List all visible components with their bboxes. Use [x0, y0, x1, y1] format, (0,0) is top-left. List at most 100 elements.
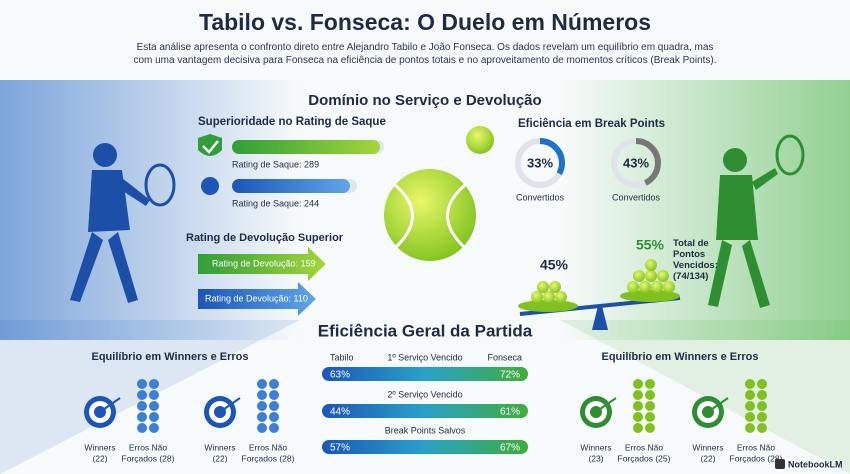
ball-stack — [645, 390, 655, 400]
bp-value: 33% — [527, 155, 553, 170]
errors-count: Forçados (28) — [242, 453, 295, 463]
ball-stack — [137, 379, 147, 389]
bp-label: Convertidos — [612, 192, 661, 202]
ball-stack — [257, 390, 267, 400]
ball-stack — [269, 412, 279, 422]
bp-label: Convertidos — [516, 192, 565, 202]
total-left: 45% — [540, 257, 569, 273]
brand-icon — [775, 459, 785, 469]
ring — [515, 138, 565, 188]
total-right: 55% — [636, 237, 665, 253]
intro: Esta análise apresenta o confronto diret… — [133, 42, 717, 66]
bp-value: 43% — [623, 155, 649, 170]
efficiency-rows: 1º Serviço Vencido 63% 72% 2º Serviço Venci… — [322, 352, 528, 454]
winners-label: Winners — [204, 442, 235, 452]
winners-label: Winners — [580, 442, 611, 452]
row-right: 72% — [500, 370, 520, 381]
ball-stack — [745, 379, 755, 389]
title: Tabilo vs. Fonseca: O Duelo em Números — [199, 9, 651, 35]
arrow-icon — [99, 397, 121, 413]
section-title: Domínio no Serviço e Devolução — [308, 92, 541, 109]
ball-stack — [645, 401, 655, 411]
row-right: 61% — [500, 407, 520, 418]
row-label: Break Points Salvos — [385, 425, 466, 435]
split-bar — [322, 440, 528, 454]
ball-stack — [257, 401, 267, 411]
shield-icon — [198, 134, 222, 156]
winners-title: Equilíbrio em Winners e Erros — [602, 351, 759, 363]
serve-bar — [232, 179, 350, 193]
ball-stack — [745, 401, 755, 411]
arrow-icon — [219, 397, 241, 413]
row-right: 67% — [500, 443, 520, 454]
ball-seam — [393, 183, 467, 250]
ball-stack — [269, 401, 279, 411]
return-label: Rating de Devolução: 110 — [205, 293, 308, 303]
ball-stack — [149, 412, 159, 422]
player-left: Tabilo — [330, 352, 354, 362]
player-left — [70, 143, 176, 303]
ball-stack — [633, 401, 643, 411]
errors-label: Erros Não — [625, 442, 664, 452]
section-title: Eficiência Geral da Partida — [318, 321, 533, 340]
ball-stack — [257, 423, 267, 433]
ball-stack — [149, 401, 159, 411]
ball-stack — [645, 423, 655, 433]
bp-title: Eficiência em Break Points — [518, 118, 665, 130]
split-bar — [322, 367, 528, 381]
winners-label: Winners — [692, 442, 723, 452]
tennis-ball — [384, 169, 476, 261]
winners-count: (22) — [92, 453, 107, 463]
ball-stack — [633, 423, 643, 433]
split-bar — [322, 404, 528, 418]
serve-label: Rating de Saque: 244 — [232, 198, 319, 208]
arrow-icon — [595, 397, 617, 413]
player-right: Fonseca — [487, 352, 522, 362]
ball-stack — [757, 423, 767, 433]
ball-stack — [645, 412, 655, 422]
ball-stack — [745, 412, 755, 422]
errors-label: Erros Não — [737, 442, 776, 452]
serve-title: Superioridade no Rating de Saque — [198, 116, 386, 128]
ball-stack — [645, 379, 655, 389]
scale — [518, 259, 681, 330]
ball-stack — [257, 379, 267, 389]
ball-stack — [757, 412, 767, 422]
player-right — [708, 134, 805, 308]
ring — [611, 138, 661, 188]
winners-count: (23) — [588, 453, 603, 463]
serve-label: Rating de Saque: 289 — [232, 159, 319, 169]
errors-label: Erros Não — [249, 442, 288, 452]
arrow-icon — [707, 397, 729, 413]
ball-stack — [269, 379, 279, 389]
errors-count: Forçados (25) — [618, 453, 671, 463]
ball-stack — [745, 423, 755, 433]
ball-icon — [201, 177, 219, 195]
return-arrow — [198, 282, 316, 316]
ball-stack — [269, 390, 279, 400]
errors-count: Forçados (28) — [730, 453, 783, 463]
errors-label: Erros Não — [129, 442, 168, 452]
ball-stack — [149, 423, 159, 433]
row-left: 57% — [330, 443, 350, 454]
row-label: 2º Serviço Vencido — [387, 389, 462, 399]
ball-stack — [137, 390, 147, 400]
ball-stack — [269, 423, 279, 433]
ball-stack — [257, 412, 267, 422]
total-label: Total de Pontos Vencidos: (74/134) — [673, 238, 718, 282]
return-arrow — [198, 247, 326, 281]
row-left: 63% — [330, 370, 350, 381]
ball-stack — [633, 390, 643, 400]
ball-stack — [757, 390, 767, 400]
ball-stack — [149, 390, 159, 400]
ball-stack — [633, 412, 643, 422]
errors-count: Forçados (28) — [122, 453, 175, 463]
ball-stack — [149, 379, 159, 389]
winners-count: (22) — [212, 453, 227, 463]
return-label: Rating de Devolução: 159 — [212, 258, 316, 268]
ball-stack — [137, 401, 147, 411]
check-icon — [202, 140, 219, 154]
ball-stack — [137, 412, 147, 422]
